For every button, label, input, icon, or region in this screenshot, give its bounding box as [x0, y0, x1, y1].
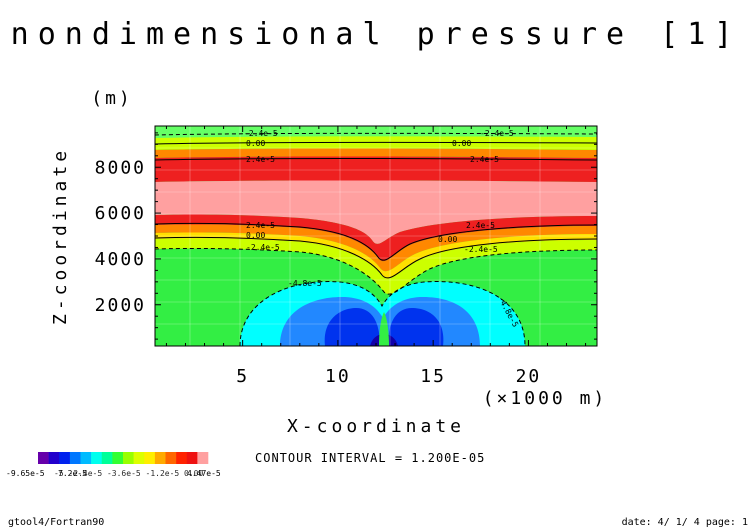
- colorbar-overlap-labels: -5 -2.4e-5 -3.6e-5 -1.2e-5 0.00: [54, 469, 203, 478]
- contour-label: 0.00: [246, 139, 265, 148]
- contour-lower-zero: [154, 236, 598, 279]
- x-tick-label: 20: [516, 366, 542, 387]
- contour-label: -2.4e-5: [244, 129, 278, 138]
- footer-left: gtool4/Fortran90: [8, 517, 104, 528]
- center-green-column: [379, 312, 389, 346]
- colorbar-swatch: [91, 452, 103, 464]
- colorbar-swatch: [165, 452, 177, 464]
- colorbar-swatch: [133, 452, 145, 464]
- contour-lower-pos: [154, 222, 598, 261]
- contour-lobe-neg: [239, 281, 526, 347]
- x-tick-labels: 5 10 15 20: [236, 366, 542, 387]
- band-orange-lower: [155, 224, 597, 272]
- y-tick-label: 2000: [95, 295, 146, 316]
- contour-top-pos: [154, 158, 598, 161]
- contour-label: -4.8e-5: [288, 279, 322, 288]
- contour-top-dashed: [154, 132, 598, 136]
- colorbar-swatch: [48, 452, 60, 464]
- colorbar-swatch: [69, 452, 81, 464]
- contour-labels: -2.4e-5 -2.4e-5 0.00 0.00 2.4e-5 2.4e-5 …: [244, 129, 520, 329]
- contour-lower-neg: [154, 247, 598, 295]
- x-tick-label: 15: [420, 366, 446, 387]
- contour-lines: [154, 132, 598, 347]
- contour-top-zero: [154, 141, 598, 145]
- band-red-lower: [155, 214, 597, 262]
- lobe-blue-right: [388, 308, 444, 346]
- x-axis-label: X-coordinate: [287, 416, 465, 437]
- y-tick-label: 8000: [95, 157, 146, 178]
- footer-right: date: 4/ 1/ 4 page: 1: [622, 517, 748, 528]
- band-yellow-top: [155, 136, 597, 150]
- band-yellowgreen-lower: [155, 238, 597, 295]
- plot-area: -2.4e-5 -2.4e-5 0.00 0.00 2.4e-5 2.4e-5 …: [154, 125, 598, 347]
- contour-label: 0.00: [438, 235, 457, 244]
- colorbar-swatch: [123, 452, 134, 464]
- contour-label: 2.4e-5: [466, 221, 495, 230]
- colorbar-min-label: -9.65e-5: [6, 469, 45, 478]
- contour-label: 0.00: [246, 231, 265, 240]
- x-tick-label: 10: [325, 366, 351, 387]
- y-unit: (m): [91, 88, 133, 109]
- contour-label: -2.4e-5: [480, 129, 514, 138]
- grid: [155, 126, 597, 346]
- colorbar-swatch: [186, 452, 198, 464]
- contour-label: -2.4e-5: [464, 245, 498, 254]
- colorbar-swatch: [101, 452, 113, 464]
- chart-title: nondimensional pressure [1]: [11, 17, 742, 52]
- y-tick-label: 4000: [95, 249, 146, 270]
- band-top-light-green: [155, 126, 597, 138]
- y-tick-label: 6000: [95, 203, 146, 224]
- contour-label: 2.4e-5: [246, 221, 275, 230]
- contour-label: -2.4e-5: [246, 243, 280, 252]
- colorbar-swatch: [176, 452, 188, 464]
- colorbar-swatch: [80, 452, 92, 464]
- y-tick-labels: 2000 4000 6000 8000: [95, 157, 146, 316]
- colorbar: [38, 452, 209, 464]
- band-pink-core: [155, 180, 597, 244]
- axis-ticks: [155, 126, 597, 346]
- colorbar-swatch: [197, 452, 209, 464]
- colorbar-swatch: [59, 452, 71, 464]
- colorbar-mid-label: 7.2e-5: [58, 469, 87, 478]
- band-orange-top: [155, 148, 597, 158]
- band-red-top: [155, 156, 597, 182]
- colorbar-swatch: [38, 452, 49, 464]
- contour-interval: CONTOUR INTERVAL = 1.200E-05: [255, 451, 485, 465]
- colorbar-swatch: [154, 452, 166, 464]
- contour-label: 2.4e-5: [470, 155, 499, 164]
- x-unit: (×1000 m): [483, 388, 608, 409]
- colorbar-max-label: 4.47e-5: [187, 469, 221, 478]
- lobe-blue-left: [324, 308, 380, 346]
- y-axis-label: Z-coordinate: [50, 147, 71, 325]
- colorbar-swatch: [144, 452, 156, 464]
- contour-label: 0.00: [452, 139, 471, 148]
- contour-label: 2.4e-5: [246, 155, 275, 164]
- colorbar-swatch: [112, 452, 124, 464]
- x-tick-label: 5: [236, 366, 249, 387]
